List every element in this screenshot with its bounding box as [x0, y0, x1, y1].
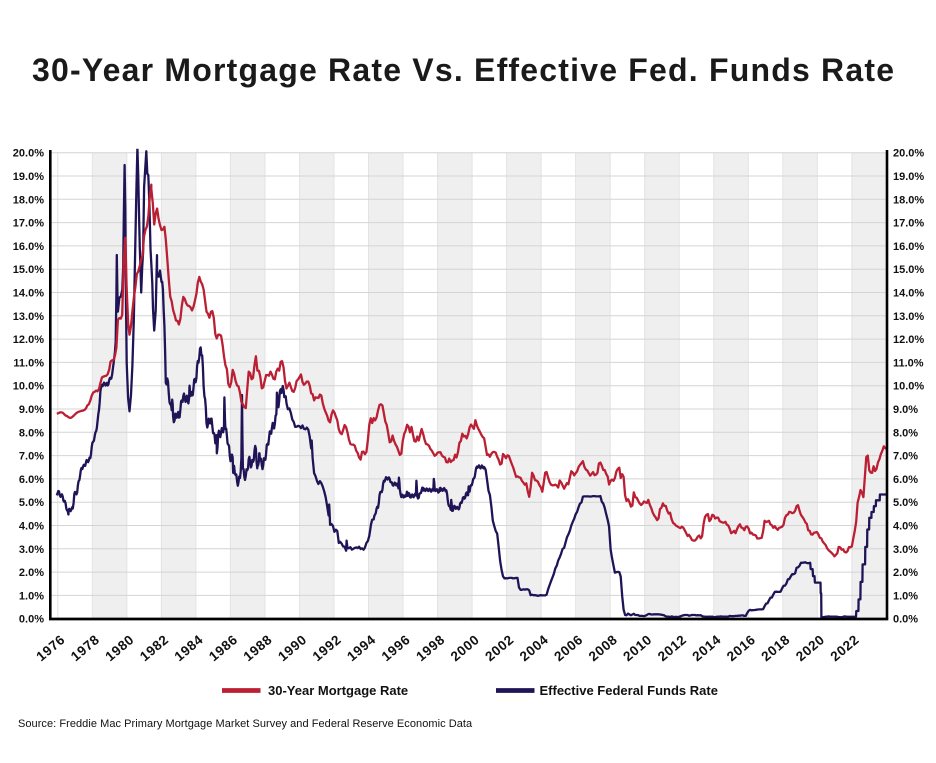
- svg-text:1.0%: 1.0%: [19, 590, 44, 602]
- svg-text:11.0%: 11.0%: [13, 357, 44, 369]
- svg-text:5.0%: 5.0%: [893, 497, 918, 509]
- svg-text:7.0%: 7.0%: [893, 451, 918, 463]
- svg-text:9.0%: 9.0%: [893, 404, 918, 416]
- svg-text:10.0%: 10.0%: [893, 381, 924, 393]
- svg-text:17.0%: 17.0%: [893, 218, 924, 230]
- svg-text:18.0%: 18.0%: [893, 194, 924, 206]
- svg-text:14.0%: 14.0%: [13, 288, 44, 300]
- svg-text:8.0%: 8.0%: [893, 427, 918, 439]
- svg-text:8.0%: 8.0%: [19, 427, 44, 439]
- svg-text:11.0%: 11.0%: [893, 357, 924, 369]
- svg-text:0.0%: 0.0%: [19, 614, 44, 626]
- svg-text:13.0%: 13.0%: [13, 311, 44, 323]
- svg-text:9.0%: 9.0%: [19, 404, 44, 416]
- svg-text:0.0%: 0.0%: [893, 614, 918, 626]
- svg-text:12.0%: 12.0%: [13, 334, 44, 346]
- svg-text:19.0%: 19.0%: [893, 171, 924, 183]
- svg-text:5.0%: 5.0%: [19, 497, 44, 509]
- svg-text:4.0%: 4.0%: [19, 521, 44, 533]
- svg-text:14.0%: 14.0%: [893, 288, 924, 300]
- svg-text:10.0%: 10.0%: [13, 381, 44, 393]
- svg-text:6.0%: 6.0%: [19, 474, 44, 486]
- svg-text:4.0%: 4.0%: [893, 521, 918, 533]
- svg-text:2.0%: 2.0%: [19, 567, 44, 579]
- svg-text:13.0%: 13.0%: [893, 311, 924, 323]
- svg-text:12.0%: 12.0%: [893, 334, 924, 346]
- svg-text:30-Year Mortgage Rate: 30-Year Mortgage Rate: [268, 683, 408, 698]
- svg-text:18.0%: 18.0%: [13, 194, 44, 206]
- svg-text:6.0%: 6.0%: [893, 474, 918, 486]
- svg-text:16.0%: 16.0%: [13, 241, 44, 253]
- svg-text:1.0%: 1.0%: [893, 590, 918, 602]
- svg-text:20.0%: 20.0%: [893, 148, 924, 160]
- svg-text:20.0%: 20.0%: [13, 148, 44, 160]
- svg-text:17.0%: 17.0%: [13, 218, 44, 230]
- svg-text:7.0%: 7.0%: [19, 451, 44, 463]
- svg-text:Effective Federal Funds Rate: Effective Federal Funds Rate: [540, 683, 718, 698]
- svg-text:30-Year Mortgage Rate Vs. Effe: 30-Year Mortgage Rate Vs. Effective Fed.…: [32, 52, 895, 88]
- svg-text:16.0%: 16.0%: [893, 241, 924, 253]
- svg-text:15.0%: 15.0%: [893, 264, 924, 276]
- svg-text:3.0%: 3.0%: [19, 544, 44, 556]
- svg-text:19.0%: 19.0%: [13, 171, 44, 183]
- svg-text:3.0%: 3.0%: [893, 544, 918, 556]
- svg-text:Source: Freddie Mac Primary Mo: Source: Freddie Mac Primary Mortgage Mar…: [18, 718, 473, 730]
- svg-text:15.0%: 15.0%: [13, 264, 44, 276]
- svg-text:2.0%: 2.0%: [893, 567, 918, 579]
